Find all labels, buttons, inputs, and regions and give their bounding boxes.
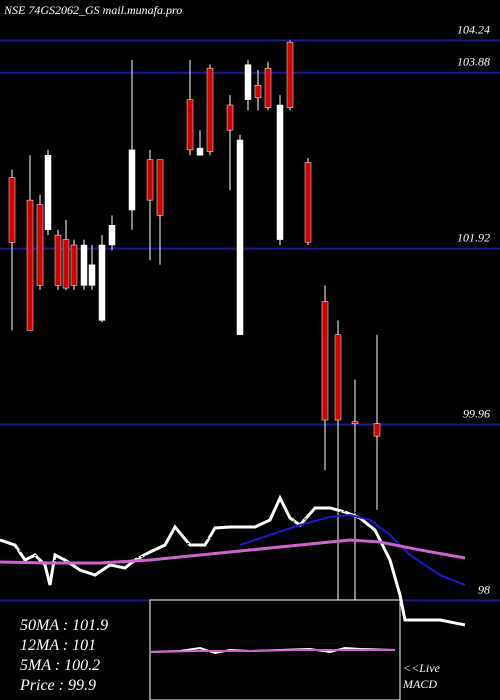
candle-body bbox=[108, 225, 116, 246]
candle-body bbox=[236, 139, 244, 335]
candle-body bbox=[98, 244, 106, 321]
candle-body bbox=[321, 301, 329, 421]
candle-body bbox=[286, 41, 294, 108]
candle-body bbox=[276, 104, 284, 240]
candle-body bbox=[244, 64, 252, 100]
candle-body bbox=[264, 67, 272, 108]
candle-body bbox=[44, 155, 52, 230]
candle-body bbox=[304, 162, 312, 243]
candle-body bbox=[8, 177, 16, 243]
macd-label: <<Live bbox=[403, 661, 441, 675]
macd-line bbox=[149, 649, 395, 653]
candle-body bbox=[54, 234, 62, 286]
ma-line bbox=[239, 514, 466, 586]
candle-body bbox=[80, 244, 88, 286]
candle-body bbox=[36, 204, 44, 286]
candle-body bbox=[226, 104, 234, 131]
ma-line bbox=[0, 538, 466, 565]
macd-label: MACD bbox=[402, 677, 437, 691]
legend-entry: 5MA : 100.2 bbox=[20, 657, 100, 674]
candle-body bbox=[26, 199, 34, 331]
legend-entry: Price : 99.9 bbox=[19, 677, 96, 694]
candle-body bbox=[351, 421, 359, 425]
candle-body bbox=[206, 67, 214, 152]
candle-body bbox=[128, 149, 136, 211]
legend-entry: 50MA : 101.9 bbox=[20, 617, 108, 634]
candle-body bbox=[88, 264, 96, 286]
y-tick-label: 103.88 bbox=[457, 55, 490, 69]
y-tick-label: 101.92 bbox=[457, 231, 490, 245]
y-tick-label: 104.24 bbox=[457, 22, 490, 36]
y-tick-label: 98 bbox=[478, 582, 490, 596]
candle-body bbox=[62, 239, 70, 289]
candle-body bbox=[254, 85, 262, 99]
ma-line bbox=[0, 494, 466, 627]
candle-body bbox=[196, 147, 204, 156]
y-tick-label: 99.96 bbox=[463, 406, 490, 420]
candle-body bbox=[186, 99, 194, 151]
candle-body bbox=[70, 244, 78, 286]
candle-body bbox=[156, 159, 164, 216]
candle-body bbox=[373, 423, 381, 437]
chart-title: NSE 74GS2062_GS mail.munafa.pro bbox=[3, 3, 182, 17]
legend-entry: 12MA : 101 bbox=[20, 637, 96, 654]
candle-body bbox=[146, 159, 154, 201]
candle-body bbox=[334, 334, 342, 421]
